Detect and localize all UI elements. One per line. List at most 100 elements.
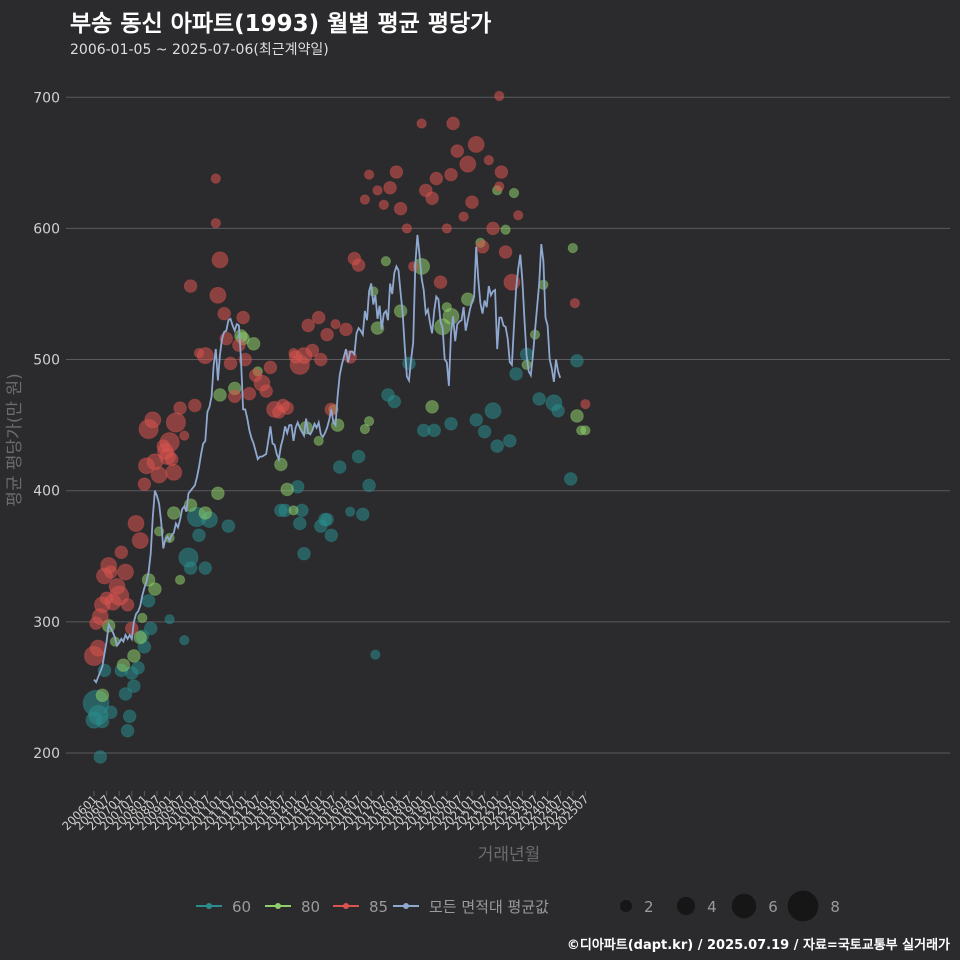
data-point <box>551 403 565 418</box>
y-tick-label: 300 <box>33 615 60 631</box>
data-point <box>144 411 162 429</box>
data-point <box>179 635 190 646</box>
x-axis-label: 거래년월 <box>478 845 541 865</box>
data-point <box>467 136 485 153</box>
data-point <box>372 185 383 196</box>
data-point <box>490 439 505 453</box>
data-point <box>446 116 460 131</box>
size-legend-circle <box>787 890 819 922</box>
data-point <box>580 398 591 410</box>
data-point <box>345 506 356 517</box>
data-point <box>486 221 500 236</box>
data-point <box>320 327 334 342</box>
data-point <box>330 318 341 330</box>
data-point <box>351 258 366 272</box>
data-point <box>179 430 190 441</box>
data-point <box>210 218 221 229</box>
data-point <box>217 306 231 321</box>
data-point <box>288 505 299 516</box>
data-point <box>444 167 458 182</box>
data-point <box>458 211 469 222</box>
y-tick-label: 200 <box>33 746 60 762</box>
data-point <box>503 434 517 448</box>
data-point <box>433 275 448 289</box>
data-point <box>173 401 187 415</box>
data-point <box>242 386 257 401</box>
legend-label: 60 <box>232 898 251 916</box>
legend-swatch-dot <box>206 903 212 909</box>
data-point <box>359 194 371 205</box>
data-point <box>389 165 404 179</box>
data-point <box>351 449 366 464</box>
data-point <box>192 528 206 543</box>
legend-swatch-dot <box>275 903 281 909</box>
data-point <box>401 223 413 234</box>
data-point <box>131 660 145 675</box>
data-point <box>164 614 175 625</box>
data-point <box>359 423 371 435</box>
data-point <box>263 360 278 375</box>
data-point <box>104 705 118 720</box>
data-point <box>141 594 156 608</box>
data-point <box>150 466 168 484</box>
data-point <box>238 352 252 367</box>
y-tick-label: 500 <box>33 353 60 369</box>
axis-layer: 2003004005006007002006012006072007012007… <box>33 90 591 833</box>
data-point <box>274 457 288 472</box>
data-point <box>198 506 213 520</box>
data-point <box>127 649 141 663</box>
data-point <box>236 310 250 325</box>
legend-swatch-dot <box>403 903 409 909</box>
size-legend-label: 6 <box>768 898 778 916</box>
data-point <box>429 171 444 186</box>
data-point <box>211 251 229 269</box>
data-point <box>232 338 246 352</box>
data-point <box>120 723 135 738</box>
data-point <box>114 545 129 560</box>
data-point <box>383 180 397 195</box>
size-legend-label: 8 <box>830 898 840 916</box>
data-point <box>167 506 181 520</box>
data-point <box>314 352 328 367</box>
data-point <box>131 532 149 549</box>
data-point <box>484 402 502 420</box>
average-series-line <box>93 234 562 684</box>
data-point <box>580 425 591 436</box>
data-point <box>117 563 134 581</box>
y-tick-label: 700 <box>33 90 60 106</box>
data-point <box>441 223 452 234</box>
data-point <box>459 155 477 173</box>
data-point <box>509 367 523 381</box>
chart-subtitle: 2006-01-05 ~ 2025-07-06(최근계약일) <box>70 42 329 58</box>
data-point <box>475 239 490 254</box>
data-point <box>532 392 547 406</box>
data-point <box>465 195 479 209</box>
data-point <box>494 90 505 102</box>
data-point <box>513 210 524 221</box>
data-point <box>320 512 334 527</box>
data-point <box>297 546 311 561</box>
source-credit: ©디아파트(dapt.kr) / 2025.07.19 / 자료=국토교통부 실… <box>566 938 950 953</box>
data-point <box>402 356 416 371</box>
legend-label: 모든 면적대 평균값 <box>429 898 549 916</box>
data-point <box>246 337 261 351</box>
data-point <box>393 201 408 216</box>
data-point <box>570 354 584 368</box>
data-point <box>198 561 213 575</box>
data-point <box>211 486 225 501</box>
data-point <box>498 245 513 259</box>
size-legend-label: 4 <box>707 898 717 916</box>
data-point <box>356 507 370 522</box>
data-point <box>444 417 458 431</box>
data-point <box>213 388 227 402</box>
data-point <box>183 561 198 575</box>
data-point <box>408 261 419 272</box>
data-point <box>469 413 484 427</box>
data-point <box>494 165 509 179</box>
data-point <box>567 242 578 254</box>
data-point <box>118 687 133 701</box>
data-point <box>427 423 442 438</box>
data-point <box>95 688 110 703</box>
legend: 60 80 85 모든 면적대 평균값 2 4 6 8 <box>196 890 840 922</box>
